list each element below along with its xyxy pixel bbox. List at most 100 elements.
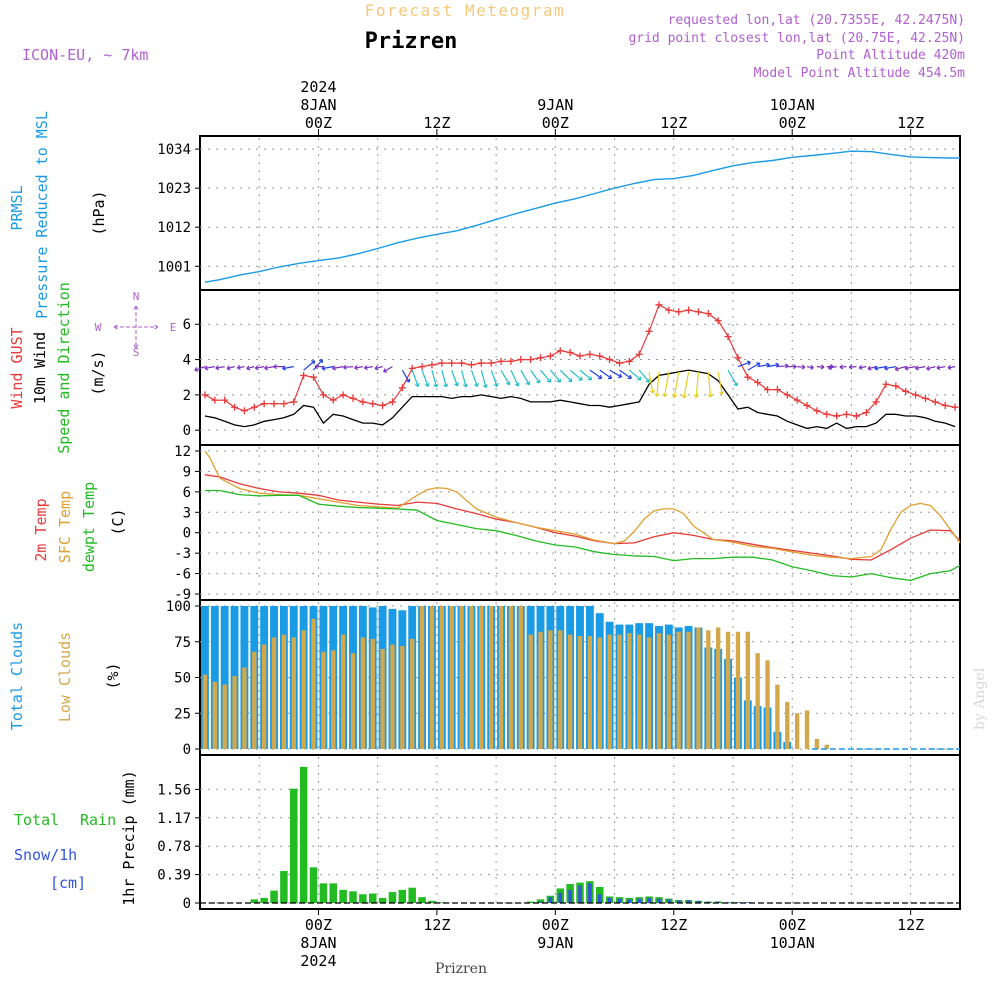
gust-marker — [576, 352, 584, 360]
wind-arrow-head — [820, 364, 825, 370]
wind-direction-arrow — [490, 369, 498, 387]
gust-marker — [813, 407, 821, 415]
low-cloud-bar — [567, 634, 573, 749]
wind-direction-arrow — [757, 363, 770, 368]
wind-direction-arrow — [663, 371, 670, 397]
faint-title: Forecast Meteogram — [365, 1, 565, 20]
low-cloud-bar — [410, 638, 415, 749]
gust-marker — [842, 410, 850, 418]
wind-arrow-head — [681, 394, 687, 399]
gust-marker — [941, 401, 949, 409]
wind-direction-arrow — [364, 366, 373, 369]
wind-direction-arrow — [332, 366, 344, 370]
snow-bar — [607, 897, 612, 903]
wind-arrow-head — [867, 365, 872, 371]
gust-marker — [833, 412, 841, 420]
low-cloud-bar — [390, 644, 395, 749]
wind-arrow-head — [693, 394, 699, 399]
gust-marker — [951, 403, 959, 411]
wind-arrow-head — [547, 378, 552, 383]
low-clouds-label: Low Clouds — [56, 632, 74, 722]
wind-arrow-head — [311, 360, 316, 365]
bottom-tick-label: 00Z — [542, 916, 569, 934]
low-cloud-bar — [637, 634, 642, 749]
wind-arrow-head — [354, 365, 358, 371]
low-cloud-bar — [380, 648, 385, 749]
gust-marker — [783, 391, 791, 399]
gust-marker — [665, 306, 673, 314]
snow-bar — [667, 899, 671, 903]
gust-marker — [310, 373, 318, 381]
wind-arrow-head — [936, 365, 941, 371]
top-tick-label: 12Z — [423, 114, 450, 132]
low-cloud-bar — [488, 606, 494, 749]
wind-arrow-head — [793, 364, 797, 370]
wind-direction-arrow — [926, 366, 936, 370]
wind-direction-arrow — [374, 366, 383, 370]
gust-marker — [902, 387, 910, 395]
wind-arrow-head — [194, 367, 199, 372]
y-tick-label: 1001 — [157, 259, 191, 275]
wind-arrow-head — [608, 374, 613, 380]
low-cloud-bar — [508, 606, 514, 749]
total-cloud-bar — [220, 606, 229, 749]
gust-marker — [921, 394, 929, 402]
wind-arrow-head — [645, 378, 650, 383]
wind-direction-arrow — [859, 366, 867, 369]
wind-arrow-head — [874, 365, 879, 371]
low-cloud-bar — [350, 653, 356, 749]
wind-panel: 0 2 4 6 — [183, 289, 961, 446]
gust-marker — [428, 361, 436, 369]
wind-arrow-head — [839, 364, 844, 370]
wind-speed-direction-label: Speed and Direction — [55, 282, 73, 454]
low-cloud-bar — [202, 674, 208, 749]
wind-arrow-head — [462, 383, 468, 388]
rain-bar — [388, 892, 397, 903]
wind-direction-arrow — [656, 371, 660, 397]
wind-arrow-head — [719, 390, 725, 395]
low-cloud-bar — [656, 633, 662, 749]
wind-arrow-head — [273, 364, 277, 370]
y-tick-label: -9 — [174, 587, 191, 603]
wind-direction-arrow — [767, 364, 779, 368]
top-tick-label: 00Z — [542, 114, 569, 132]
snow-bar — [637, 898, 641, 903]
wind-direction-arrow — [884, 366, 896, 370]
rain-bar — [299, 766, 308, 903]
gust-marker — [586, 350, 594, 358]
wind-direction-arrow — [683, 371, 690, 399]
y-tick-label: 1.56 — [157, 782, 191, 798]
low-cloud-bar — [725, 631, 731, 749]
wind-direction-arrow — [849, 366, 857, 368]
wind-arrow-head — [578, 376, 583, 381]
y-tick-label: 0 — [183, 526, 191, 542]
wind-arrow-head — [482, 384, 488, 389]
gust-marker — [201, 391, 209, 399]
wind-direction-arrow — [936, 366, 946, 369]
gust-marker — [892, 382, 900, 390]
precip-snow-unit-label: [cm] — [50, 874, 86, 892]
y-tick-label: 75 — [174, 635, 191, 651]
snow-bar — [647, 897, 651, 903]
low-cloud-bar — [587, 636, 593, 749]
low-cloud-bar — [706, 630, 711, 749]
wind-arrow-head — [733, 382, 739, 387]
gust-marker — [823, 410, 831, 418]
gust-marker — [507, 357, 515, 365]
low-cloud-bar — [360, 637, 366, 749]
y-tick-label: 0 — [183, 742, 191, 758]
top-tick-label: 8JAN — [300, 96, 336, 114]
wind-direction-arrow — [451, 369, 458, 387]
wind-arrow-head — [654, 393, 660, 397]
snow-bar — [597, 894, 602, 903]
wind-arrow-head — [598, 374, 603, 380]
gust-marker — [724, 333, 732, 341]
y-tick-label: 1023 — [157, 181, 191, 197]
gust-marker — [329, 396, 337, 404]
y-tick-label: 25 — [174, 706, 191, 722]
wind-direction-arrow — [904, 366, 916, 370]
y-tick-label: 1.17 — [157, 811, 191, 827]
gust-marker — [596, 352, 604, 360]
gust-marker — [300, 371, 308, 379]
